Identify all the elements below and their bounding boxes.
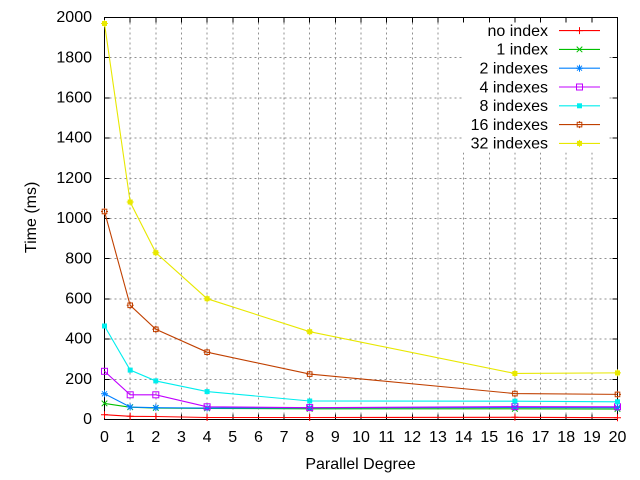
svg-text:1000: 1000 bbox=[56, 210, 92, 227]
svg-text:20: 20 bbox=[609, 429, 627, 446]
svg-text:10: 10 bbox=[352, 429, 370, 446]
svg-text:0: 0 bbox=[100, 429, 109, 446]
svg-text:16 indexes: 16 indexes bbox=[471, 117, 548, 134]
svg-text:4 indexes: 4 indexes bbox=[480, 79, 549, 96]
svg-text:8: 8 bbox=[305, 429, 314, 446]
svg-text:6: 6 bbox=[254, 429, 263, 446]
svg-text:14: 14 bbox=[455, 429, 473, 446]
svg-text:9: 9 bbox=[331, 429, 340, 446]
svg-text:200: 200 bbox=[65, 371, 92, 388]
svg-text:0: 0 bbox=[83, 411, 92, 428]
svg-text:1800: 1800 bbox=[56, 49, 92, 66]
svg-text:17: 17 bbox=[532, 429, 550, 446]
svg-text:4: 4 bbox=[203, 429, 212, 446]
svg-text:13: 13 bbox=[429, 429, 447, 446]
svg-text:1 index: 1 index bbox=[496, 42, 548, 59]
svg-text:800: 800 bbox=[65, 250, 92, 267]
svg-text:3: 3 bbox=[177, 429, 186, 446]
svg-text:2 indexes: 2 indexes bbox=[480, 61, 549, 78]
svg-text:1400: 1400 bbox=[56, 130, 92, 147]
svg-text:15: 15 bbox=[480, 429, 498, 446]
svg-text:Time (ms): Time (ms) bbox=[23, 182, 40, 253]
svg-text:18: 18 bbox=[557, 429, 575, 446]
svg-text:2: 2 bbox=[151, 429, 160, 446]
svg-text:19: 19 bbox=[583, 429, 601, 446]
svg-text:11: 11 bbox=[378, 429, 395, 446]
svg-text:7: 7 bbox=[280, 429, 289, 446]
svg-text:2000: 2000 bbox=[56, 9, 92, 26]
svg-text:1600: 1600 bbox=[56, 90, 92, 107]
svg-text:600: 600 bbox=[65, 291, 92, 308]
svg-text:5: 5 bbox=[228, 429, 237, 446]
svg-text:1: 1 bbox=[126, 429, 135, 446]
svg-text:400: 400 bbox=[65, 331, 92, 348]
svg-text:no index: no index bbox=[488, 23, 549, 40]
svg-text:Parallel Degree: Parallel Degree bbox=[305, 456, 415, 473]
svg-text:1200: 1200 bbox=[56, 170, 92, 187]
svg-text:32 indexes: 32 indexes bbox=[471, 136, 548, 153]
svg-text:16: 16 bbox=[506, 429, 524, 446]
svg-text:8 indexes: 8 indexes bbox=[480, 98, 549, 115]
svg-text:12: 12 bbox=[403, 429, 421, 446]
